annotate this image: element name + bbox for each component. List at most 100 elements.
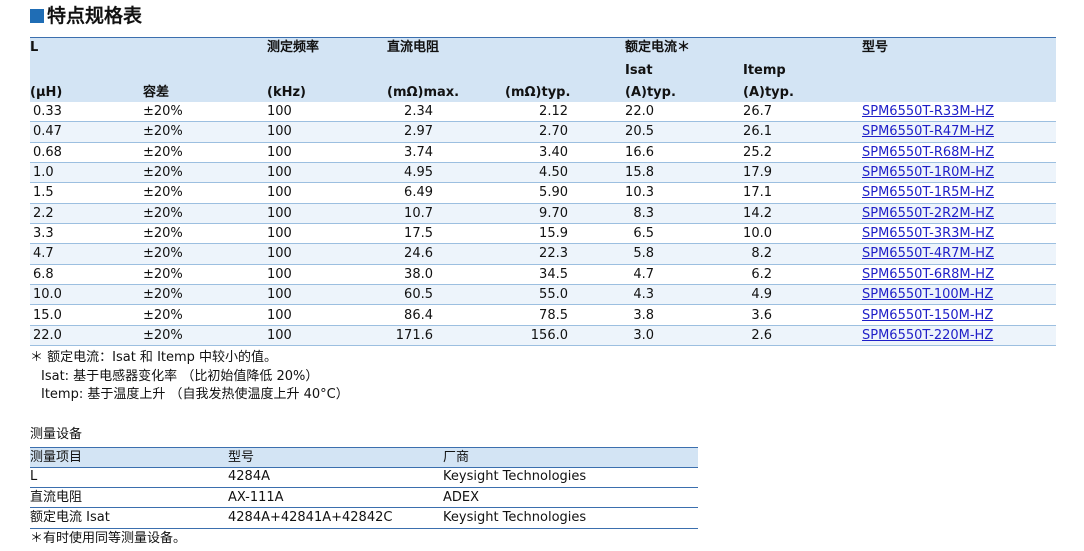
table-cell: 5.90 bbox=[539, 185, 568, 201]
equip-row bbox=[30, 508, 698, 529]
equip-cell: Keysight Technologies bbox=[443, 469, 587, 484]
page-title: 特点规格表 bbox=[47, 5, 143, 27]
table-row bbox=[30, 224, 1056, 245]
table-cell: 100 bbox=[267, 287, 292, 303]
table-cell: ±20% bbox=[143, 307, 183, 323]
table-cell: 17.1 bbox=[743, 185, 772, 201]
part-number-link[interactable]: SPM6550T-150M-HZ bbox=[862, 307, 994, 323]
header-cell: L bbox=[30, 40, 39, 55]
table-row bbox=[30, 325, 1056, 347]
part-number-link[interactable]: SPM6550T-1R0M-HZ bbox=[862, 165, 994, 181]
table-cell: 3.6 bbox=[751, 307, 772, 323]
equip-cell: 4284A bbox=[228, 469, 270, 484]
part-number-link[interactable]: SPM6550T-R47M-HZ bbox=[862, 124, 994, 140]
equip-header-cell: 厂商 bbox=[443, 450, 470, 465]
table-cell: 3.40 bbox=[539, 144, 568, 160]
equip-cell: 额定电流 Isat bbox=[30, 510, 110, 525]
part-number-link[interactable]: SPM6550T-100M-HZ bbox=[862, 287, 994, 303]
table-cell: 3.3 bbox=[33, 226, 54, 242]
equip-row bbox=[30, 488, 698, 508]
table-cell: 17.9 bbox=[743, 165, 772, 181]
equip-row bbox=[30, 467, 698, 488]
table-cell: 100 bbox=[267, 124, 292, 140]
table-cell: 2.34 bbox=[404, 104, 433, 119]
table-cell: 3.0 bbox=[633, 327, 654, 343]
part-number-link[interactable]: SPM6550T-220M-HZ bbox=[862, 327, 994, 343]
table-cell: 2.6 bbox=[751, 327, 772, 343]
table-cell: 4.9 bbox=[751, 287, 772, 303]
table-cell: 22.0 bbox=[625, 104, 654, 119]
table-cell: 22.0 bbox=[33, 327, 62, 343]
table-cell: 100 bbox=[267, 165, 292, 181]
part-number-link[interactable]: SPM6550T-2R2M-HZ bbox=[862, 205, 994, 221]
table-cell: 1.0 bbox=[33, 165, 54, 181]
table-cell: ±20% bbox=[143, 226, 183, 242]
table-cell: 3.74 bbox=[404, 144, 433, 160]
part-number-link[interactable]: SPM6550T-1R5M-HZ bbox=[862, 185, 994, 201]
table-cell: 10.3 bbox=[625, 185, 654, 201]
table-cell: 4.7 bbox=[33, 246, 54, 262]
note: ＊ 额定电流：Isat 和 Itemp 中较小的值。 bbox=[30, 350, 278, 365]
part-number-link[interactable]: SPM6550T-R33M-HZ bbox=[862, 104, 994, 119]
table-row bbox=[30, 264, 1056, 286]
equip-cell: 4284A+42841A+42842C bbox=[228, 510, 393, 525]
table-row bbox=[30, 203, 1056, 225]
table-cell: 100 bbox=[267, 205, 292, 221]
table-cell: 156.0 bbox=[530, 327, 568, 343]
equip-cell: Keysight Technologies bbox=[443, 510, 587, 525]
table-cell: 2.12 bbox=[539, 104, 568, 119]
table-cell: 2.2 bbox=[33, 205, 54, 221]
equip-cell: L bbox=[30, 469, 38, 484]
table-cell: 10.0 bbox=[743, 226, 772, 242]
table-cell: 15.9 bbox=[539, 226, 568, 242]
table-cell: 86.4 bbox=[404, 307, 433, 323]
header-cell: (mΩ)max. bbox=[387, 85, 460, 100]
title-icon bbox=[30, 9, 44, 23]
table-cell: 8.2 bbox=[751, 246, 772, 262]
table-cell: ±20% bbox=[143, 246, 183, 262]
table-cell: 20.5 bbox=[625, 124, 654, 140]
table-cell: 6.49 bbox=[404, 185, 433, 201]
table-cell: 55.0 bbox=[539, 287, 568, 303]
part-number-link[interactable]: SPM6550T-6R8M-HZ bbox=[862, 266, 994, 282]
table-cell: 15.0 bbox=[33, 307, 62, 323]
header-cell: (mΩ)typ. bbox=[505, 85, 571, 100]
table-cell: 100 bbox=[267, 185, 292, 201]
part-number-link[interactable]: SPM6550T-R68M-HZ bbox=[862, 144, 994, 160]
table-row bbox=[30, 122, 1056, 143]
table-cell: 4.3 bbox=[633, 287, 654, 303]
table-row bbox=[30, 183, 1056, 204]
equip-cell: ADEX bbox=[443, 489, 480, 505]
table-cell: ±20% bbox=[143, 287, 183, 303]
table-cell: 15.8 bbox=[625, 165, 654, 181]
table-cell: 25.2 bbox=[743, 144, 772, 160]
table-cell: 0.68 bbox=[33, 144, 62, 160]
table-cell: ±20% bbox=[143, 205, 183, 221]
header-cell: Isat bbox=[625, 63, 653, 78]
part-number-link[interactable]: SPM6550T-3R3M-HZ bbox=[862, 226, 994, 242]
table-cell: 60.5 bbox=[404, 287, 433, 303]
table-cell: 0.33 bbox=[33, 104, 62, 119]
header-cell: 型号 bbox=[862, 40, 889, 55]
table-cell: 100 bbox=[267, 226, 292, 242]
table-cell: 4.50 bbox=[539, 165, 568, 181]
table-cell: 6.5 bbox=[633, 226, 654, 242]
part-number-link[interactable]: SPM6550T-4R7M-HZ bbox=[862, 246, 994, 262]
table-cell: ±20% bbox=[143, 104, 183, 119]
header-cell: (A)typ. bbox=[743, 85, 794, 100]
equip-header-band bbox=[30, 447, 698, 468]
header-cell: (μH) bbox=[30, 85, 63, 100]
header-cell: 容差 bbox=[143, 85, 170, 100]
table-row bbox=[30, 102, 1056, 123]
table-cell: 2.70 bbox=[539, 124, 568, 140]
table-cell: 9.70 bbox=[539, 205, 568, 221]
table-cell: 14.2 bbox=[743, 205, 772, 221]
table-cell: 3.8 bbox=[633, 307, 654, 323]
table-cell: 2.97 bbox=[404, 124, 433, 140]
note: Itemp: 基于温度上升 （自我发热使温度上升 40°C） bbox=[41, 387, 349, 402]
table-cell: 6.8 bbox=[33, 266, 54, 282]
table-cell: 100 bbox=[267, 327, 292, 343]
table-cell: 22.3 bbox=[539, 246, 568, 262]
table-cell: ±20% bbox=[143, 144, 183, 160]
